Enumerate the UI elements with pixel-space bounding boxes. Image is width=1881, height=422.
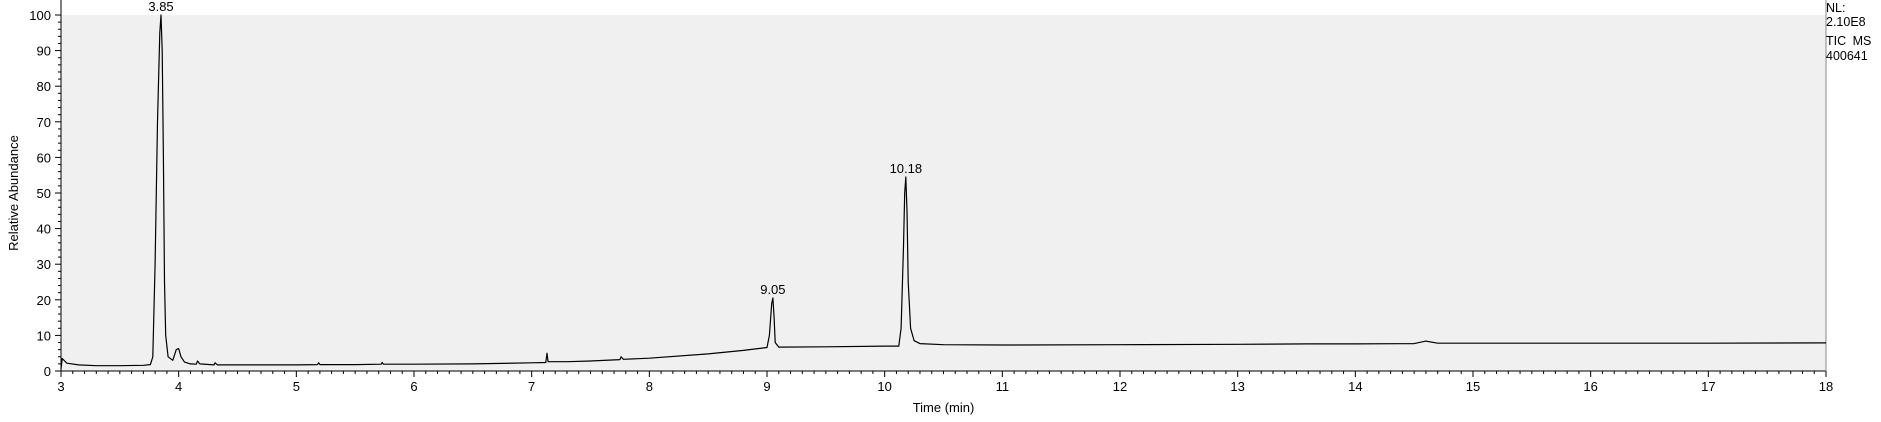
info-nl-value: 2.10E8 — [1826, 15, 1866, 29]
x-tick-label: 13 — [1230, 379, 1244, 394]
x-tick-label: 14 — [1348, 379, 1362, 394]
x-tick-label: 5 — [293, 379, 300, 394]
tic-trace-line — [60, 14, 1827, 370]
y-tick-label: 50 — [37, 186, 51, 201]
plot-area — [61, 15, 1826, 371]
peak-labels: 3.85 9.05 10.18 — [148, 0, 922, 297]
peak-label: 10.18 — [890, 161, 923, 176]
info-nl-label: NL: — [1826, 1, 1846, 15]
y-axis-title: Relative Abundance — [6, 135, 21, 251]
y-tick-label: 100 — [29, 8, 51, 23]
y-tick-label: 0 — [44, 364, 51, 379]
y-tick-label: 30 — [37, 257, 51, 272]
peak-label: 9.05 — [760, 282, 785, 297]
x-tick-label: 16 — [1583, 379, 1597, 394]
x-tick-label: 7 — [528, 379, 535, 394]
x-tick-label: 8 — [646, 379, 653, 394]
x-axis-title: Time (min) — [913, 400, 975, 415]
y-tick-label: 20 — [37, 293, 51, 308]
y-tick-label: 40 — [37, 222, 51, 237]
axes: 3 4 5 6 7 8 9 10 11 12 13 14 15 16 17 18 0 10 20 30 40 50 60 70… — [29, 0, 1833, 394]
y-tick-label: 80 — [37, 79, 51, 94]
x-tick-label: 4 — [175, 379, 182, 394]
info-file-id: 400641 — [1826, 49, 1868, 63]
y-tick-label: 70 — [37, 115, 51, 130]
x-tick-label: 11 — [996, 379, 1010, 394]
x-tick-label: 3 — [57, 379, 64, 394]
y-tick-label: 90 — [37, 44, 51, 59]
peak-label: 3.85 — [148, 0, 173, 14]
x-tick-label: 10 — [877, 379, 891, 394]
x-tick-label: 17 — [1701, 379, 1715, 394]
y-tick-label: 10 — [37, 328, 51, 343]
x-tick-label: 9 — [763, 379, 770, 394]
x-tick-label: 12 — [1113, 379, 1127, 394]
x-tick-label: 15 — [1466, 379, 1480, 394]
x-tick-label: 18 — [1819, 379, 1833, 394]
x-tick-label: 6 — [410, 379, 417, 394]
info-scan-type: TIC MS — [1826, 34, 1872, 48]
y-tick-label: 60 — [37, 150, 51, 165]
